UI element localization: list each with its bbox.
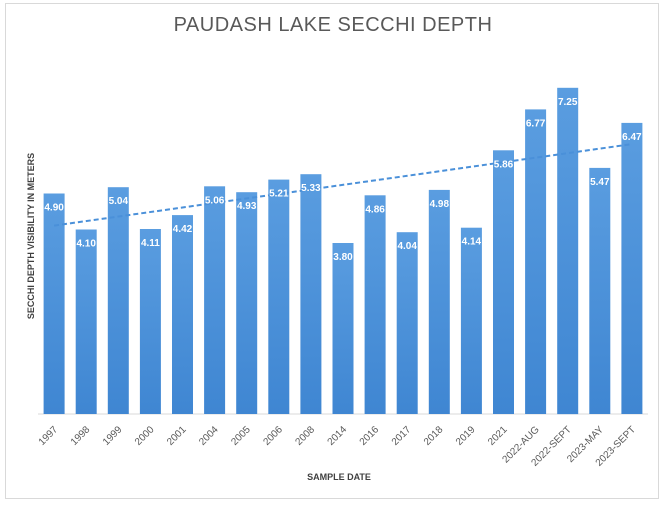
bar-2008	[300, 174, 322, 414]
x-tick-label-2016: 2016	[358, 424, 382, 448]
bar-2017	[396, 232, 418, 414]
data-label-2016: 4.86	[365, 204, 385, 215]
bar-1999	[107, 187, 129, 414]
data-label-2017: 4.04	[397, 241, 417, 252]
value-labels-group: 4.90 4.10 5.04 4.11 4.42 5.06 4.93 5.21 5.33 3.80…	[44, 97, 642, 263]
x-tick-label-2000: 2000	[133, 424, 157, 448]
data-label-1998: 4.10	[76, 239, 96, 250]
data-label-2018: 4.98	[430, 199, 450, 210]
data-label-2014: 3.80	[333, 252, 353, 263]
bar-2022-sept	[557, 87, 579, 415]
bar-2022-aug	[525, 109, 547, 415]
bar-2001	[172, 215, 193, 414]
bar-2004	[204, 186, 226, 414]
bar-2005	[236, 192, 258, 414]
data-label-1999: 5.04	[109, 196, 129, 207]
x-axis-label: SAMPLE DATE	[307, 472, 371, 482]
bar-2023-may	[589, 167, 611, 414]
bar-2021	[493, 150, 514, 415]
data-label-2005: 4.93	[237, 201, 257, 212]
data-label-2019: 4.14	[462, 237, 482, 248]
bar-2023-sept	[621, 122, 643, 415]
data-label-2022-aug: 6.77	[526, 118, 546, 129]
bar-2019	[460, 227, 482, 414]
x-tick-label-2014: 2014	[326, 424, 350, 448]
x-tick-label-2019: 2019	[454, 424, 478, 448]
bar-2016	[364, 195, 386, 414]
data-label-2021: 5.86	[494, 159, 514, 170]
bar-1998	[75, 229, 97, 414]
x-tick-label-2021: 2021	[486, 424, 510, 448]
data-label-1997: 4.90	[44, 203, 64, 214]
data-label-2022-sept: 7.25	[558, 97, 578, 108]
bar-2000	[139, 229, 161, 414]
x-tick-label-2008: 2008	[294, 424, 318, 448]
x-tick-label-2005: 2005	[229, 424, 253, 448]
x-tick-label-1998: 1998	[69, 424, 93, 448]
data-label-2023-sept: 6.47	[622, 132, 642, 143]
data-label-2006: 5.21	[269, 189, 289, 200]
x-tick-label-2018: 2018	[422, 424, 446, 448]
trendline-group	[53, 143, 633, 227]
data-label-2000: 4.11	[141, 238, 160, 249]
data-label-2004: 5.06	[205, 195, 225, 206]
chart-title: PAUDASH LAKE SECCHI DEPTH	[173, 14, 493, 36]
data-label-2023-may: 5.47	[590, 177, 610, 188]
x-tick-label-2004: 2004	[197, 424, 221, 448]
bar-2014	[332, 243, 354, 414]
x-tick-label-1997: 1997	[37, 424, 61, 448]
data-label-2008: 5.33	[301, 183, 321, 194]
x-tick-labels-group: 1997 1998 1999 2000 2001 2004 2005 2006 2008 2014…	[37, 424, 638, 469]
x-tick-label-2006: 2006	[261, 424, 285, 448]
bar-2006	[268, 179, 290, 414]
bars-group	[43, 87, 643, 415]
bar-1997	[43, 193, 65, 414]
data-label-2001: 4.42	[173, 224, 193, 235]
bar-2018	[428, 189, 450, 414]
x-tick-label-2017: 2017	[390, 424, 414, 448]
trendline	[53, 143, 633, 227]
x-tick-label-2001: 2001	[165, 424, 189, 448]
x-tick-label-1999: 1999	[101, 424, 125, 448]
